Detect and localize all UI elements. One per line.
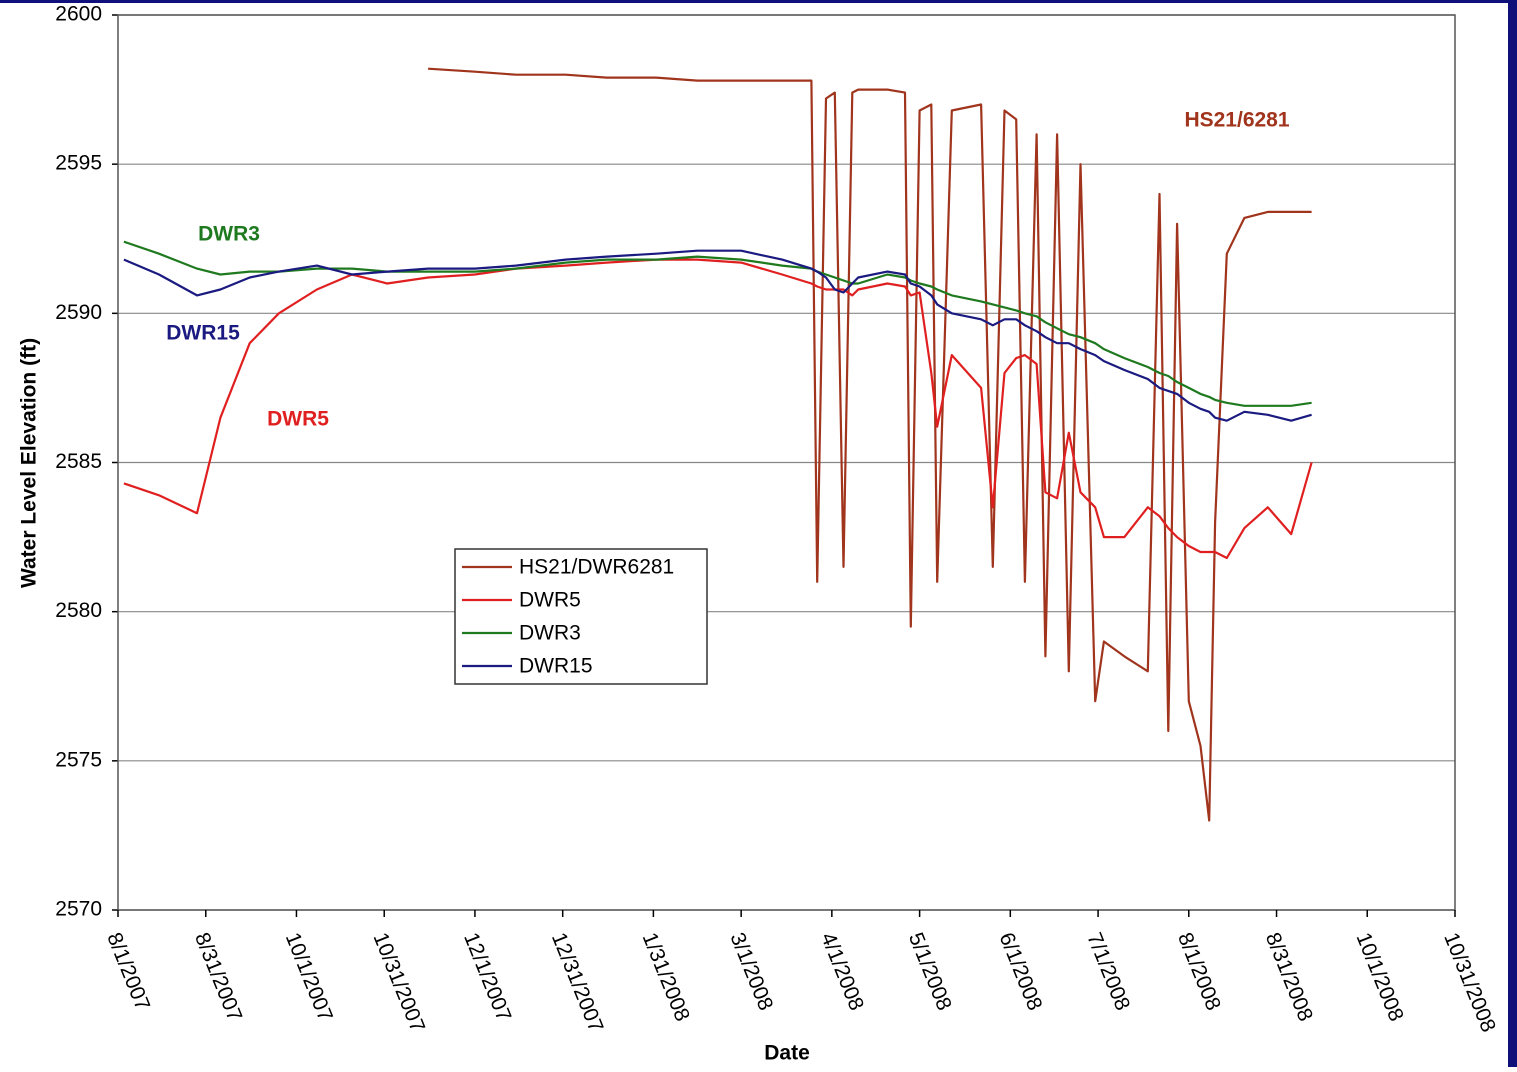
series-line xyxy=(123,240,1312,407)
legend: HS21/DWR6281 DWR5 DWR3 DWR15 xyxy=(454,548,708,685)
x-axis-title: Date xyxy=(764,1042,810,1065)
legend-box xyxy=(454,548,708,685)
y-tick-label: 2590 xyxy=(55,301,102,324)
panel xyxy=(0,3,1508,1067)
y-tick-label: 2570 xyxy=(55,898,102,921)
annotation: DWR5 xyxy=(267,408,329,431)
series-line xyxy=(123,258,1313,560)
legend-label: DWR15 xyxy=(519,655,593,678)
annotation: HS21/6281 xyxy=(1184,109,1289,132)
series-line xyxy=(428,67,1312,822)
y-tick-label: 2580 xyxy=(55,599,102,622)
y-tick-label: 2575 xyxy=(55,748,102,771)
legend-label: DWR5 xyxy=(519,589,581,612)
y-axis-title: Water Level Elevation (ft) xyxy=(18,338,41,588)
plot-border xyxy=(117,14,1456,911)
series-line xyxy=(123,249,1312,422)
y-tick-label: 2600 xyxy=(55,3,102,26)
y-tick-label: 2585 xyxy=(55,450,102,473)
annotation: DWR3 xyxy=(198,223,260,246)
annotation: DWR15 xyxy=(166,322,240,345)
legend-label: HS21/DWR6281 xyxy=(519,556,674,579)
y-tick-label: 2595 xyxy=(55,152,102,175)
legend-label: DWR3 xyxy=(519,622,581,645)
